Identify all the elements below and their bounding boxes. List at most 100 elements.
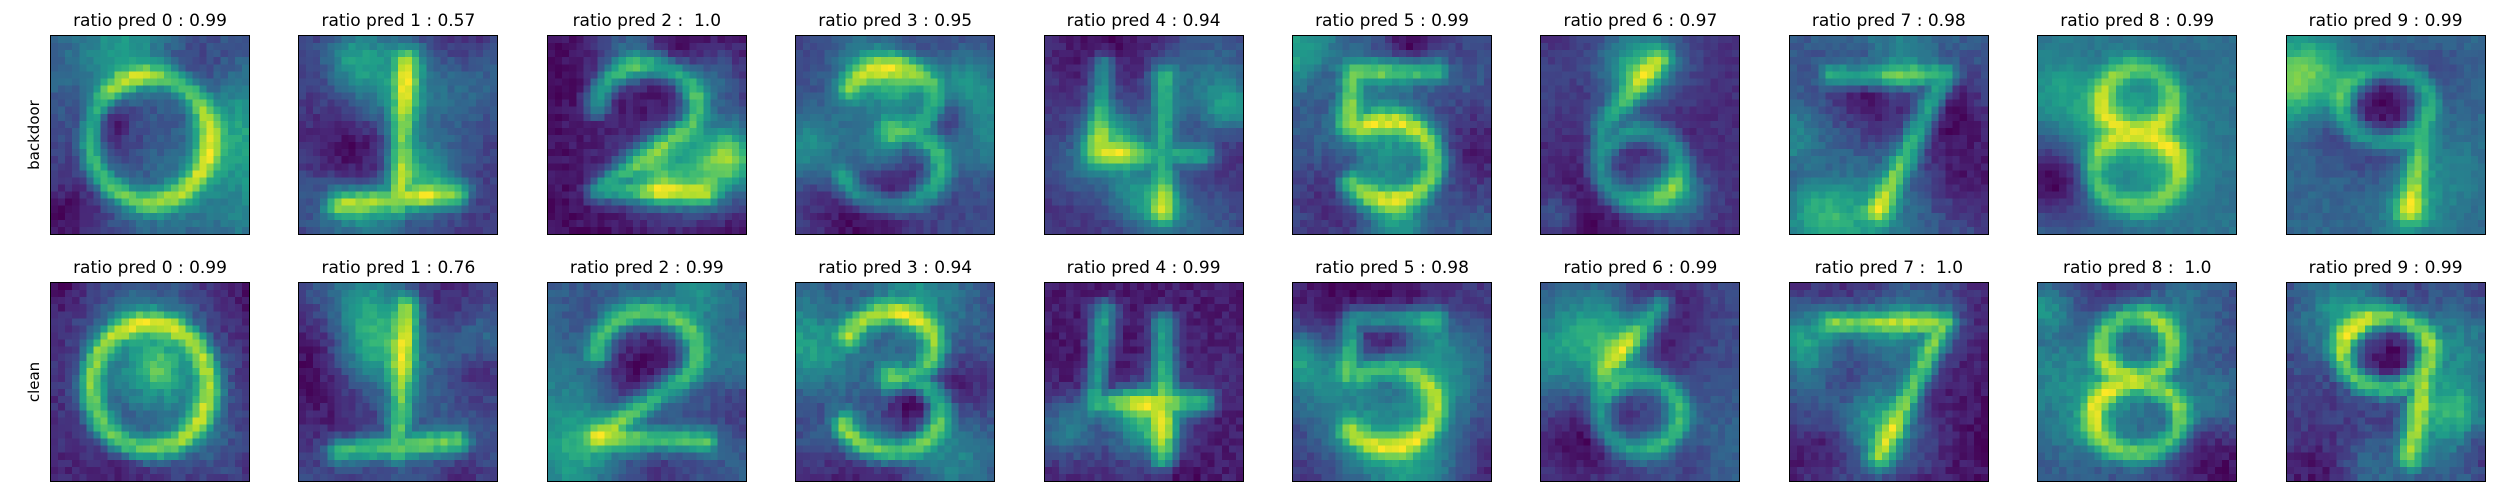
- heatmap-cell: [1363, 127, 1371, 136]
- heatmap-cell: [483, 57, 491, 65]
- heatmap-cell: [121, 170, 129, 178]
- heatmap-cell: [1072, 99, 1081, 107]
- heatmap-cell: [710, 113, 718, 121]
- heatmap-cell: [590, 85, 598, 93]
- heatmap-cell: [447, 85, 456, 93]
- heatmap-cell: [1108, 149, 1116, 157]
- heatmap-cell: [1307, 36, 1315, 44]
- heatmap-cell: [363, 57, 371, 65]
- heatmap-cell: [930, 226, 938, 234]
- heatmap-cell: [1640, 43, 1648, 51]
- heatmap-cell: [51, 57, 59, 65]
- heatmap-cell: [426, 219, 434, 228]
- heatmap-cell: [1370, 78, 1378, 86]
- heatmap-cell: [1058, 99, 1066, 107]
- heatmap-cell: [1356, 149, 1364, 157]
- heatmap-cell: [696, 142, 704, 150]
- heatmap-cell: [405, 219, 413, 228]
- heatmap-cell: [107, 99, 115, 107]
- heatmap-cell: [1626, 64, 1634, 72]
- heatmap-cell: [1732, 43, 1740, 51]
- heatmap-cell: [1441, 177, 1449, 185]
- heatmap-cell: [1300, 127, 1308, 136]
- heatmap-cell: [1122, 78, 1130, 86]
- heatmap-cell: [490, 71, 498, 79]
- heatmap-cell: [888, 184, 896, 192]
- heatmap-cell: [710, 184, 718, 192]
- heatmap-cell: [199, 198, 207, 206]
- heatmap-cell: [724, 212, 732, 220]
- heatmap-cell: [313, 205, 321, 213]
- heatmap-cell: [234, 198, 243, 206]
- heatmap-cell: [1193, 50, 1201, 58]
- heatmap-cell: [1108, 142, 1116, 150]
- heatmap-cell: [937, 120, 945, 129]
- heatmap-cell: [873, 71, 882, 79]
- heatmap-cell: [327, 64, 335, 72]
- heatmap-cell: [632, 156, 640, 164]
- heatmap-cell: [419, 212, 427, 220]
- heatmap-cell: [419, 64, 427, 72]
- heatmap-cell: [1079, 226, 1088, 234]
- heatmap-cell: [1356, 120, 1364, 129]
- heatmap-cell: [348, 106, 357, 114]
- heatmap-cell: [965, 57, 974, 65]
- heatmap-cell: [1406, 99, 1414, 107]
- heatmap-cell: [895, 212, 903, 220]
- heatmap-cell: [944, 43, 952, 51]
- heatmap-cell: [334, 113, 342, 121]
- heatmap-cell: [625, 78, 633, 86]
- heatmap-cell: [93, 71, 101, 79]
- heatmap-cell: [660, 113, 669, 121]
- heatmap-cell: [1207, 205, 1215, 213]
- heatmap-cell: [1732, 92, 1740, 100]
- heatmap-cell: [1058, 219, 1066, 228]
- heatmap-cell: [355, 163, 364, 171]
- heatmap-cell: [1420, 198, 1428, 206]
- heatmap-cell: [241, 43, 249, 51]
- heatmap-cell: [1370, 191, 1378, 199]
- heatmap-cell: [234, 43, 243, 51]
- heatmap-cell: [1349, 113, 1357, 121]
- heatmap-cell: [576, 170, 584, 178]
- heatmap-cell: [1406, 226, 1414, 234]
- heatmap-cell: [604, 226, 612, 234]
- heatmap-cell: [1583, 43, 1592, 51]
- heatmap-cell: [972, 106, 981, 114]
- heatmap-cell: [1321, 36, 1329, 44]
- heatmap-cell: [327, 135, 335, 143]
- heatmap-cell: [178, 71, 186, 79]
- heatmap-cell: [86, 156, 94, 164]
- heatmap-cell: [1413, 71, 1421, 79]
- heatmap-cell: [164, 57, 172, 65]
- heatmap-cell: [1221, 226, 1229, 234]
- heatmap-cell: [980, 156, 988, 164]
- heatmap-cell: [483, 149, 491, 157]
- heatmap-cell: [213, 177, 221, 185]
- heatmap-cell: [831, 219, 839, 228]
- heatmap-cell: [817, 226, 825, 234]
- heatmap-cell: [1562, 99, 1570, 107]
- heatmap-cell: [972, 149, 981, 157]
- heatmap-cell: [1356, 71, 1364, 79]
- heatmap-cell: [660, 50, 669, 58]
- heatmap-cell: [1228, 170, 1236, 178]
- heatmap-cell: [1476, 78, 1485, 86]
- heatmap-cell: [135, 198, 144, 206]
- heatmap-cell: [476, 219, 484, 228]
- heatmap-cell: [1314, 64, 1322, 72]
- heatmap-cell: [363, 163, 371, 171]
- heatmap-cell: [817, 205, 825, 213]
- heatmap-cell: [1725, 50, 1733, 58]
- heatmap-cell: [412, 78, 420, 86]
- heatmap-cell: [1058, 57, 1066, 65]
- heatmap-cell: [86, 99, 94, 107]
- heatmap-cell: [618, 71, 626, 79]
- heatmap-cell: [653, 142, 662, 150]
- heatmap-cell: [1448, 156, 1456, 164]
- heatmap-cell: [1462, 184, 1470, 192]
- heatmap-cell: [1108, 99, 1116, 107]
- heatmap-cell: [142, 219, 151, 228]
- heatmap-cell: [363, 106, 371, 114]
- heatmap-cell: [313, 113, 321, 121]
